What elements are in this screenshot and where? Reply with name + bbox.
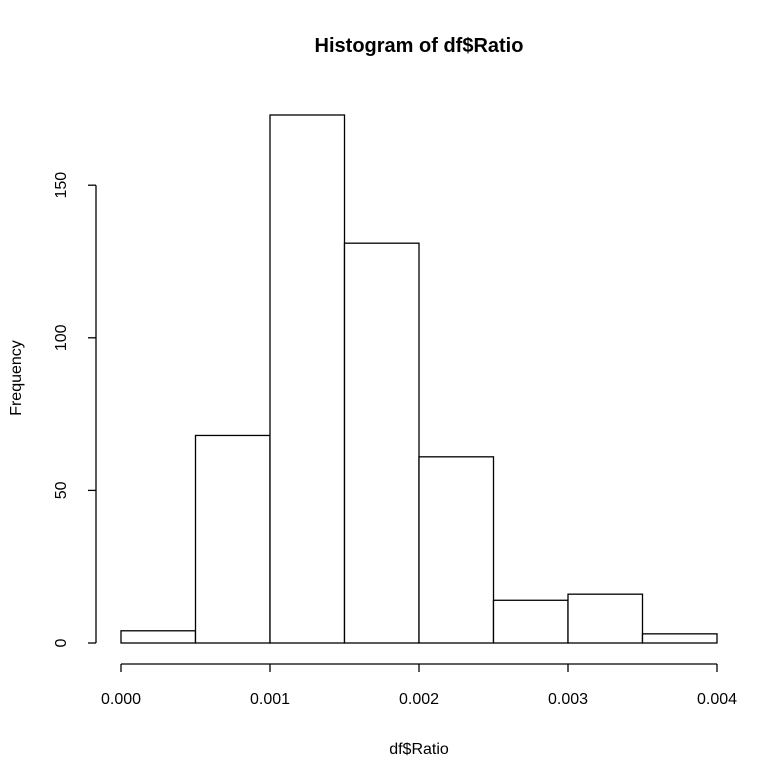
bars-group [120,114,718,644]
y-ticks: 0 50 100 150 [53,172,96,647]
x-ticks: 0.000 0.001 0.002 0.003 0.004 [101,664,737,708]
histogram-bar-3 [343,242,420,644]
y-tick-label-0: 0 [53,638,70,647]
histogram-bar-5 [492,599,569,644]
y-axis: 0 50 100 150 [53,172,97,647]
histogram-bar-6 [567,593,644,644]
chart-title: Histogram of df$Ratio [315,35,524,57]
y-tick-label-1: 50 [53,481,70,499]
x-axis-label: df$Ratio [389,741,449,758]
histogram-bar-1 [194,434,271,644]
histogram-bar-4 [418,456,495,644]
x-tick-label-0: 0.000 [101,691,141,708]
x-tick-label-4: 0.004 [697,691,737,708]
histogram-bar-2 [269,114,346,644]
y-tick-label-2: 100 [53,324,70,351]
x-tick-label-2: 0.002 [399,691,439,708]
x-tick-label-3: 0.003 [548,691,588,708]
y-tick-label-3: 150 [53,172,70,199]
histogram-bar-0 [120,630,197,644]
y-axis-label: Frequency [8,340,25,416]
x-tick-label-1: 0.001 [250,691,290,708]
histogram-bar-7 [641,633,718,644]
x-axis: 0.000 0.001 0.002 0.003 0.004 [101,663,737,708]
